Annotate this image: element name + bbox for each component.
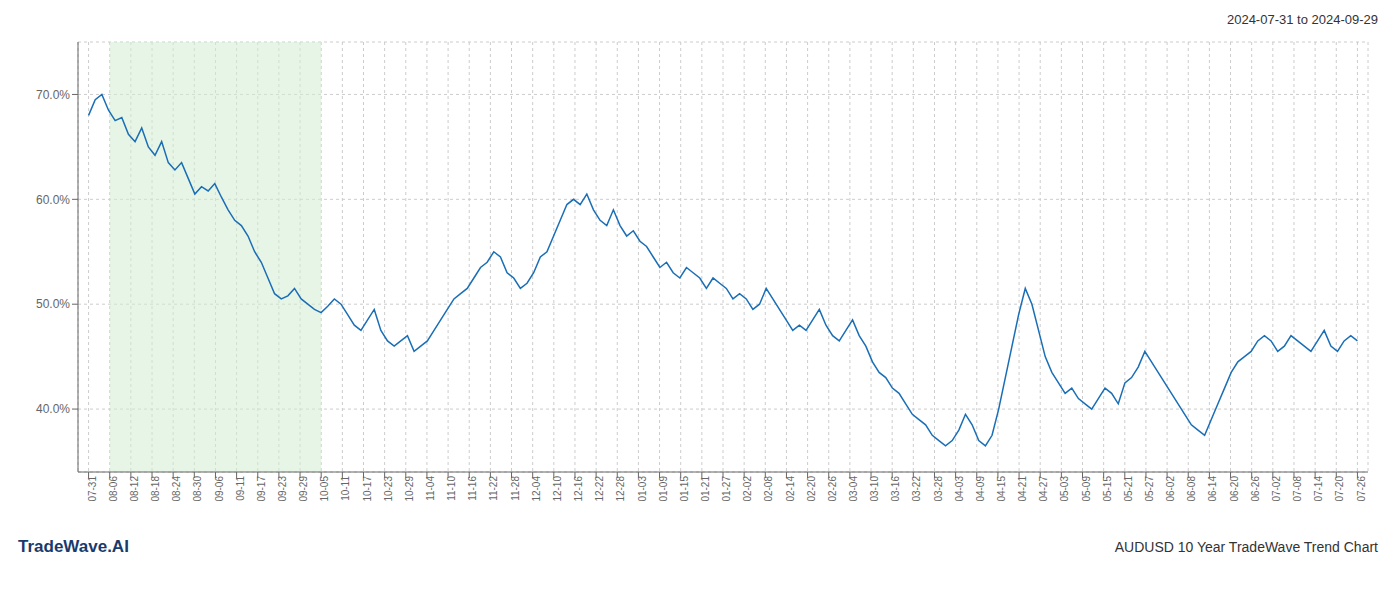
- svg-text:02-26: 02-26: [827, 476, 838, 502]
- svg-text:12-22: 12-22: [594, 476, 605, 502]
- svg-text:10-29: 10-29: [404, 476, 415, 502]
- svg-text:40.0%: 40.0%: [36, 402, 70, 416]
- svg-text:11-22: 11-22: [488, 476, 499, 501]
- svg-text:06-26: 06-26: [1250, 476, 1261, 502]
- svg-text:03-22: 03-22: [911, 476, 922, 502]
- svg-text:08-12: 08-12: [129, 476, 140, 502]
- svg-text:03-10: 03-10: [869, 476, 880, 502]
- svg-text:03-04: 03-04: [848, 476, 859, 502]
- svg-text:09-11: 09-11: [235, 476, 246, 501]
- html-text:AUDUSD 10 Year TradeWave Trend: AUDUSD 10 Year TradeWave Trend Chart: [1114, 539, 1378, 555]
- svg-text:10-17: 10-17: [362, 476, 373, 502]
- svg-text:01-09: 01-09: [658, 476, 669, 502]
- svg-text:07-20: 07-20: [1334, 476, 1345, 502]
- svg-text:06-02: 06-02: [1165, 476, 1176, 502]
- svg-text:09-06: 09-06: [214, 476, 225, 502]
- svg-text:03-16: 03-16: [890, 476, 901, 502]
- svg-text:09-29: 09-29: [298, 476, 309, 502]
- svg-text:01-03: 01-03: [637, 476, 648, 502]
- svg-text:09-23: 09-23: [277, 476, 288, 502]
- svg-text:02-14: 02-14: [785, 476, 796, 502]
- svg-text:07-02: 07-02: [1271, 476, 1282, 502]
- svg-text:08-24: 08-24: [171, 476, 182, 502]
- svg-text:12-16: 12-16: [573, 476, 584, 502]
- svg-text:02-20: 02-20: [806, 476, 817, 502]
- svg-text:50.0%: 50.0%: [36, 297, 70, 311]
- svg-text:10-23: 10-23: [383, 476, 394, 502]
- svg-text:03-28: 03-28: [933, 476, 944, 502]
- svg-text:10-11: 10-11: [340, 476, 351, 501]
- svg-text:11-16: 11-16: [467, 476, 478, 501]
- html-text:TradeWave.AI: TradeWave.AI: [18, 537, 129, 556]
- svg-text:02-02: 02-02: [742, 476, 753, 502]
- svg-text:05-15: 05-15: [1102, 476, 1113, 502]
- svg-text:06-20: 06-20: [1229, 476, 1240, 502]
- svg-text:12-04: 12-04: [531, 476, 542, 502]
- svg-text:05-09: 05-09: [1081, 476, 1092, 502]
- svg-text:07-31: 07-31: [87, 476, 98, 502]
- svg-text:07-14: 07-14: [1313, 476, 1324, 502]
- svg-text:04-03: 04-03: [954, 476, 965, 502]
- svg-text:05-21: 05-21: [1123, 476, 1134, 502]
- svg-text:06-14: 06-14: [1207, 476, 1218, 502]
- svg-text:01-27: 01-27: [721, 476, 732, 502]
- svg-text:01-21: 01-21: [700, 476, 711, 502]
- svg-text:70.0%: 70.0%: [36, 88, 70, 102]
- svg-text:12-28: 12-28: [615, 476, 626, 502]
- svg-text:05-27: 05-27: [1144, 476, 1155, 502]
- svg-text:60.0%: 60.0%: [36, 193, 70, 207]
- svg-text:04-09: 04-09: [975, 476, 986, 502]
- svg-text:04-21: 04-21: [1017, 476, 1028, 502]
- svg-text:11-10: 11-10: [446, 476, 457, 501]
- html-text:2024-07-31 to 2024-09-29: 2024-07-31 to 2024-09-29: [1226, 12, 1378, 27]
- svg-text:08-18: 08-18: [150, 476, 161, 502]
- svg-text:10-05: 10-05: [319, 476, 330, 502]
- svg-text:11-04: 11-04: [425, 476, 436, 501]
- svg-text:12-10: 12-10: [552, 476, 563, 502]
- svg-text:06-08: 06-08: [1186, 476, 1197, 502]
- svg-text:01-15: 01-15: [679, 476, 690, 502]
- svg-text:09-17: 09-17: [256, 476, 267, 502]
- svg-text:08-06: 08-06: [108, 476, 119, 502]
- svg-text:07-26: 07-26: [1356, 476, 1367, 502]
- svg-text:04-15: 04-15: [996, 476, 1007, 502]
- svg-text:02-08: 02-08: [763, 476, 774, 502]
- svg-text:04-27: 04-27: [1038, 476, 1049, 502]
- svg-text:11-28: 11-28: [510, 476, 521, 501]
- svg-text:08-30: 08-30: [192, 476, 203, 502]
- svg-text:05-03: 05-03: [1059, 476, 1070, 502]
- svg-text:07-08: 07-08: [1292, 476, 1303, 502]
